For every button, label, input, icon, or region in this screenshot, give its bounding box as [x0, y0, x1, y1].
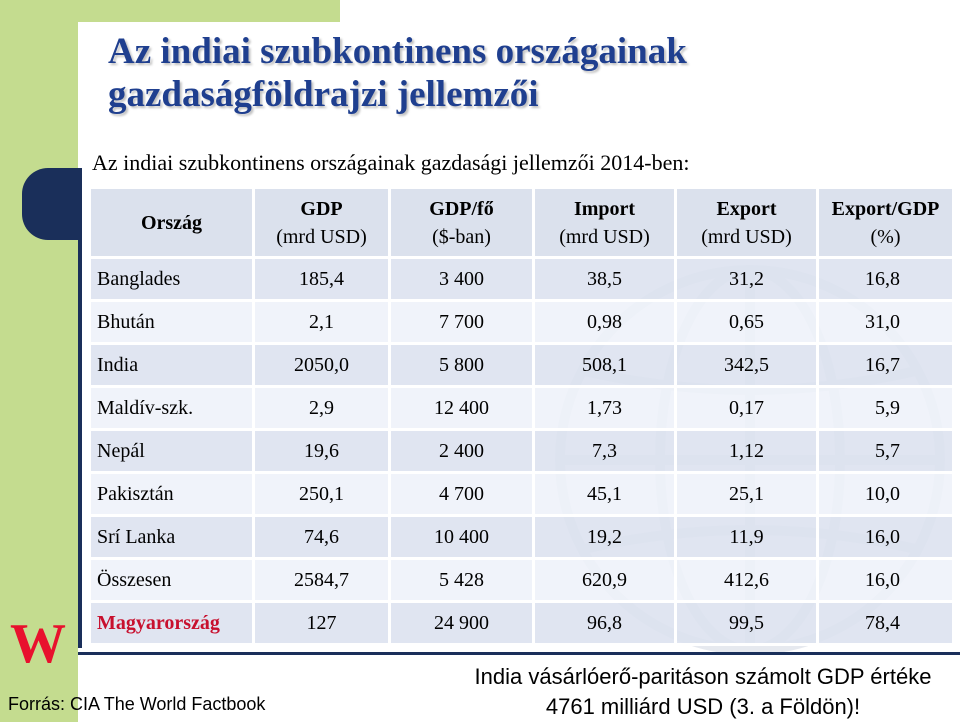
- header-import: Import (mrd USD): [532, 186, 677, 259]
- green-top-band: [0, 0, 340, 22]
- table-caption: Az indiai szubkontinens országainak gazd…: [92, 150, 690, 175]
- header-export-gdp: Export/GDP (%): [816, 186, 955, 259]
- footnote-ppp: India vásárlóerő-paritáson számolt GDP é…: [450, 662, 956, 722]
- table-row-total: Összesen 2584,7 5 428 620,9 412,6 16,0: [88, 557, 955, 603]
- green-side-band: [0, 0, 78, 722]
- header-export: Export (mrd USD): [674, 186, 819, 259]
- table-row-hungary: Magyarország 127 24 900 96,8 99,5 78,4: [88, 600, 955, 646]
- table-row: Pakisztán 250,1 4 700 45,1 25,1 10,0: [88, 471, 955, 517]
- navy-horizontal-rule: [78, 652, 960, 655]
- footnote-line-1: India vásárlóerő-paritáson számolt GDP é…: [474, 664, 932, 689]
- w-logo: W: [10, 613, 66, 675]
- header-country: Ország: [88, 186, 255, 259]
- table-header-row: Ország GDP (mrd USD) GDP/fő ($-ban) Import…: [88, 186, 955, 259]
- header-gdp-per-capita: GDP/fő ($-ban): [388, 186, 535, 259]
- title-line-1: Az indiai szubkontinens országainak: [108, 31, 687, 72]
- table-row: India 2050,0 5 800 508,1 342,5 16,7: [88, 342, 955, 388]
- table-row: Bhután 2,1 7 700 0,98 0,65 31,0: [88, 299, 955, 345]
- table-row: Nepál 19,6 2 400 7,3 1,12 5,7: [88, 428, 955, 474]
- footnote-line-2: 4761 milliárd USD (3. a Földön)!: [545, 694, 861, 719]
- navy-vertical-rule: [78, 168, 82, 648]
- navy-tab-decoration: [22, 168, 82, 240]
- title-line-2: gazdaságföldrajzi jellemzői: [108, 74, 539, 115]
- table-row: Maldív-szk. 2,9 12 400 1,73 0,17 5,9: [88, 385, 955, 431]
- table-row: Srí Lanka 74,6 10 400 19,2 11,9 16,0: [88, 514, 955, 560]
- table-row: Banglades 185,4 3 400 38,5 31,2 16,8: [88, 256, 955, 302]
- economic-data-table: Ország GDP (mrd USD) GDP/fő ($-ban) Import…: [88, 186, 955, 646]
- page-title: Az indiai szubkontinens országainak gazd…: [108, 30, 928, 116]
- source-credit: Forrás: CIA The World Factbook: [8, 694, 266, 714]
- header-gdp: GDP (mrd USD): [252, 186, 391, 259]
